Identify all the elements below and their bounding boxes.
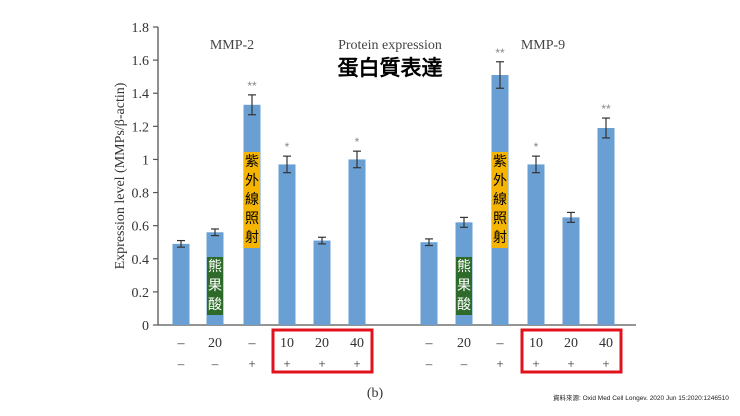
treatment-dose-label: 40 bbox=[350, 336, 364, 351]
significance-marker: ** bbox=[247, 79, 257, 93]
y-tick-label: 1.6 bbox=[132, 54, 150, 69]
y-tick-label: 0.4 bbox=[132, 253, 150, 268]
uv-treatment-label: + bbox=[532, 356, 539, 371]
highlight-box bbox=[520, 328, 623, 374]
uv-treatment-label: + bbox=[318, 356, 325, 371]
panel-label: (b) bbox=[367, 386, 384, 401]
treatment-dose-label: 20 bbox=[315, 336, 329, 351]
y-tick-label: 1.2 bbox=[132, 120, 150, 135]
significance-marker: ** bbox=[601, 102, 611, 116]
uv-treatment-label: + bbox=[353, 356, 360, 371]
y-tick-label: 0.2 bbox=[132, 286, 150, 301]
source-citation: 資料來源: Oxid Med Cell Longev. 2020 Jun 15:… bbox=[553, 395, 729, 402]
uv-treatment-label: + bbox=[248, 356, 255, 371]
uv-treatment-label: – bbox=[460, 356, 468, 371]
y-axis-label: Expression level (MMPs/β-actin) bbox=[113, 82, 128, 269]
uv-label-mmp2: 紫外線照射 bbox=[244, 152, 260, 248]
bar bbox=[348, 159, 366, 325]
treatment-dose-label: – bbox=[248, 336, 257, 351]
y-tick-label: 0.8 bbox=[132, 187, 150, 202]
uv-treatment-label: + bbox=[567, 356, 574, 371]
treatment-dose-label: 10 bbox=[529, 336, 543, 351]
uv-treatment-label: + bbox=[602, 356, 609, 371]
y-tick-label: 1 bbox=[142, 153, 149, 168]
uv-treatment-label: + bbox=[283, 356, 290, 371]
ursolic-acid-label-mmp9: 熊果酸 bbox=[456, 257, 472, 315]
treatment-dose-label: – bbox=[496, 336, 505, 351]
uv-treatment-label: – bbox=[177, 356, 185, 371]
significance-marker: * bbox=[285, 140, 290, 154]
significance-marker: * bbox=[534, 140, 539, 154]
bar bbox=[172, 243, 190, 325]
bar bbox=[527, 164, 545, 325]
treatment-dose-label: 20 bbox=[564, 336, 578, 351]
treatment-dose-label: 40 bbox=[599, 336, 613, 351]
uv-treatment-label: + bbox=[496, 356, 503, 371]
bar bbox=[313, 240, 331, 325]
y-tick-label: 1.8 bbox=[132, 21, 150, 36]
chart-title-zh: 蛋白質表達 bbox=[338, 56, 443, 80]
uv-treatment-label: – bbox=[211, 356, 219, 371]
chart-title: Protein expression bbox=[338, 38, 442, 53]
y-tick-label: 0 bbox=[142, 319, 149, 334]
treatment-dose-label: 20 bbox=[457, 336, 471, 351]
treatment-dose-label: 20 bbox=[208, 336, 222, 351]
significance-marker: * bbox=[355, 135, 360, 149]
highlight-box bbox=[271, 328, 374, 374]
treatment-dose-label: – bbox=[177, 336, 186, 351]
bar bbox=[278, 164, 296, 325]
y-tick-label: 1.4 bbox=[132, 87, 150, 102]
bar bbox=[420, 242, 438, 325]
uv-label-mmp9: 紫外線照射 bbox=[492, 152, 508, 248]
treatment-dose-label: 10 bbox=[280, 336, 294, 351]
uv-treatment-label: – bbox=[425, 356, 433, 371]
significance-marker: ** bbox=[495, 46, 505, 60]
group-title: MMP-2 bbox=[210, 38, 254, 53]
treatment-dose-label: – bbox=[425, 336, 434, 351]
bar bbox=[597, 127, 615, 325]
y-tick-label: 0.6 bbox=[132, 220, 150, 235]
group-title: MMP-9 bbox=[521, 38, 565, 53]
bar bbox=[562, 217, 580, 325]
ursolic-acid-label-mmp2: 熊果酸 bbox=[207, 257, 223, 315]
